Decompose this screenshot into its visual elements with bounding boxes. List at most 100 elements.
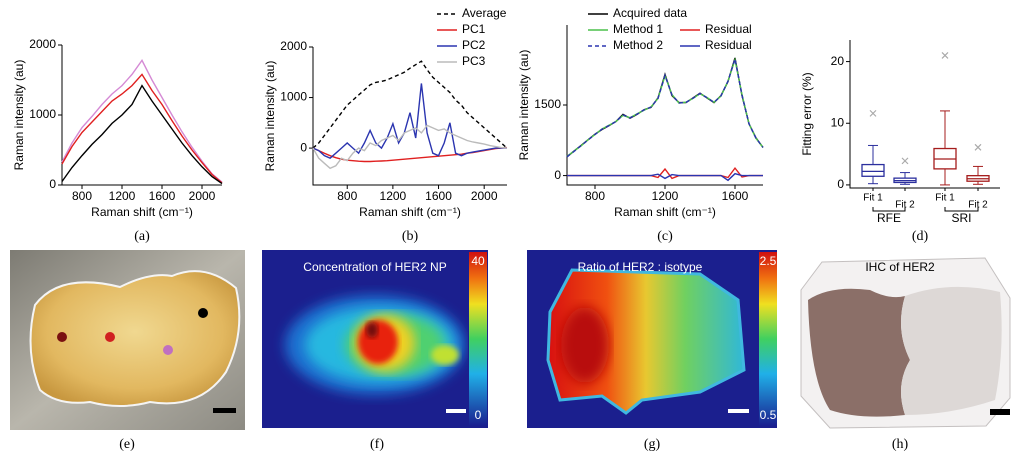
x-tick-label: 2000 xyxy=(189,189,216,203)
series-line xyxy=(312,83,507,160)
series-line xyxy=(312,124,508,170)
y-tick-label: 2000 xyxy=(280,39,307,53)
x-tick-label: 1200 xyxy=(109,189,136,203)
series-line xyxy=(567,166,763,180)
x-axis-label: Raman shift (cm⁻¹) xyxy=(614,205,716,219)
x-axis-label: Raman shift (cm⁻¹) xyxy=(359,205,461,219)
y-axis-label: Raman intensity (au) xyxy=(263,61,277,172)
x-tick-label: 1600 xyxy=(149,189,176,203)
legend-label: Residual xyxy=(705,38,752,52)
x-tick-label: 1200 xyxy=(652,189,679,203)
outlier xyxy=(974,143,982,151)
heat-region xyxy=(358,320,398,364)
y-tick-label: 0 xyxy=(837,177,844,191)
heat-region xyxy=(561,307,609,383)
series-line xyxy=(61,59,223,183)
legend-label: PC3 xyxy=(462,54,486,68)
colorbar xyxy=(759,252,777,426)
y-axis-label: Fitting error (%) xyxy=(800,72,814,155)
x-tick-label: Fit 1 xyxy=(935,193,955,204)
photo-panel: (e) xyxy=(10,250,245,452)
unstained-tissue xyxy=(901,286,1002,415)
box xyxy=(861,163,885,177)
y-tick-label: 1000 xyxy=(29,107,56,121)
y-tick-label: 1500 xyxy=(534,97,561,111)
series-line xyxy=(566,57,764,158)
x-tick-label: 1600 xyxy=(722,189,749,203)
x-tick-label: Fit 2 xyxy=(895,200,915,211)
legend-label: Method 1 xyxy=(613,22,663,36)
y-tick-label: 10 xyxy=(831,115,845,129)
legend-label: PC1 xyxy=(462,22,486,36)
ihc-panel: IHC of HER2 (h) xyxy=(800,257,1011,452)
panel-title: Concentration of HER2 NP xyxy=(303,260,446,274)
panel-title: IHC of HER2 xyxy=(865,260,935,274)
y-tick-label: 1000 xyxy=(280,90,307,104)
tissue xyxy=(29,270,241,407)
y-axis-label: Raman intensity (au) xyxy=(517,50,531,161)
colorbar-tick-label: 0 xyxy=(475,408,482,422)
x-tick-label: Fit 1 xyxy=(863,193,883,204)
x-tick-label: 2000 xyxy=(471,189,498,203)
dot xyxy=(105,332,115,342)
heatmap-panel: Ratio of HER2 : isotype (g) xyxy=(527,250,777,452)
panel-label: (g) xyxy=(644,437,661,452)
scale-bar xyxy=(990,409,1010,415)
outlier xyxy=(869,109,877,117)
legend-label: PC2 xyxy=(462,38,486,52)
outlier xyxy=(901,157,909,165)
series-line xyxy=(566,58,764,158)
panel-label: (a) xyxy=(134,229,150,244)
heat-region xyxy=(366,322,378,338)
series-line xyxy=(312,146,508,163)
legend-label: Residual xyxy=(705,22,752,36)
axes xyxy=(61,45,222,186)
panel-label: (b) xyxy=(402,229,419,244)
panel-label: (d) xyxy=(912,229,929,244)
y-tick-label: 0 xyxy=(554,168,561,182)
axes xyxy=(312,47,507,186)
y-tick-label: 20 xyxy=(831,54,845,68)
x-axis-label: Raman shift (cm⁻¹) xyxy=(91,205,193,219)
x-tick-label: 800 xyxy=(337,189,357,203)
heatmap-panel: Concentration of HER2 NP (f) xyxy=(262,250,488,452)
y-tick-label: 0 xyxy=(300,140,307,154)
axes xyxy=(849,40,1000,189)
y-tick-label: 0 xyxy=(49,177,56,191)
panel-label: (h) xyxy=(892,437,909,452)
legend-label: Average xyxy=(462,6,507,20)
series-line xyxy=(61,84,223,185)
group-label: SRI xyxy=(951,211,971,225)
x-tick-label: 800 xyxy=(585,189,605,203)
axes xyxy=(566,25,763,186)
colorbar xyxy=(469,252,487,426)
stained-tissue xyxy=(808,288,910,417)
panel-title: Ratio of HER2 : isotype xyxy=(578,260,703,274)
dot xyxy=(163,345,173,355)
x-tick-label: 1200 xyxy=(380,189,407,203)
panel-label: (f) xyxy=(370,437,384,452)
series-line xyxy=(312,60,508,149)
panel-label: (c) xyxy=(657,229,673,244)
series-line xyxy=(567,172,763,182)
outlier xyxy=(941,51,949,59)
scale-bar xyxy=(446,409,466,413)
colorbar-tick-label: 40 xyxy=(471,254,485,268)
group-label: RFE xyxy=(877,211,901,225)
scale-bar xyxy=(728,409,749,413)
group-bracket xyxy=(944,207,979,212)
y-axis-label: Raman intensity (au) xyxy=(12,60,26,171)
dot xyxy=(198,308,208,318)
series-line xyxy=(61,73,223,184)
legend-label: Method 2 xyxy=(613,38,663,52)
dot xyxy=(57,332,67,342)
x-tick-label: 800 xyxy=(72,189,92,203)
x-tick-label: Fit 2 xyxy=(968,200,988,211)
panel-label: (e) xyxy=(119,437,135,452)
scale-bar xyxy=(213,408,236,413)
heat-region xyxy=(431,345,459,365)
legend-label: Acquired data xyxy=(613,6,687,20)
colorbar-tick-label: 0.5 xyxy=(760,408,777,422)
heatmap xyxy=(285,295,465,395)
